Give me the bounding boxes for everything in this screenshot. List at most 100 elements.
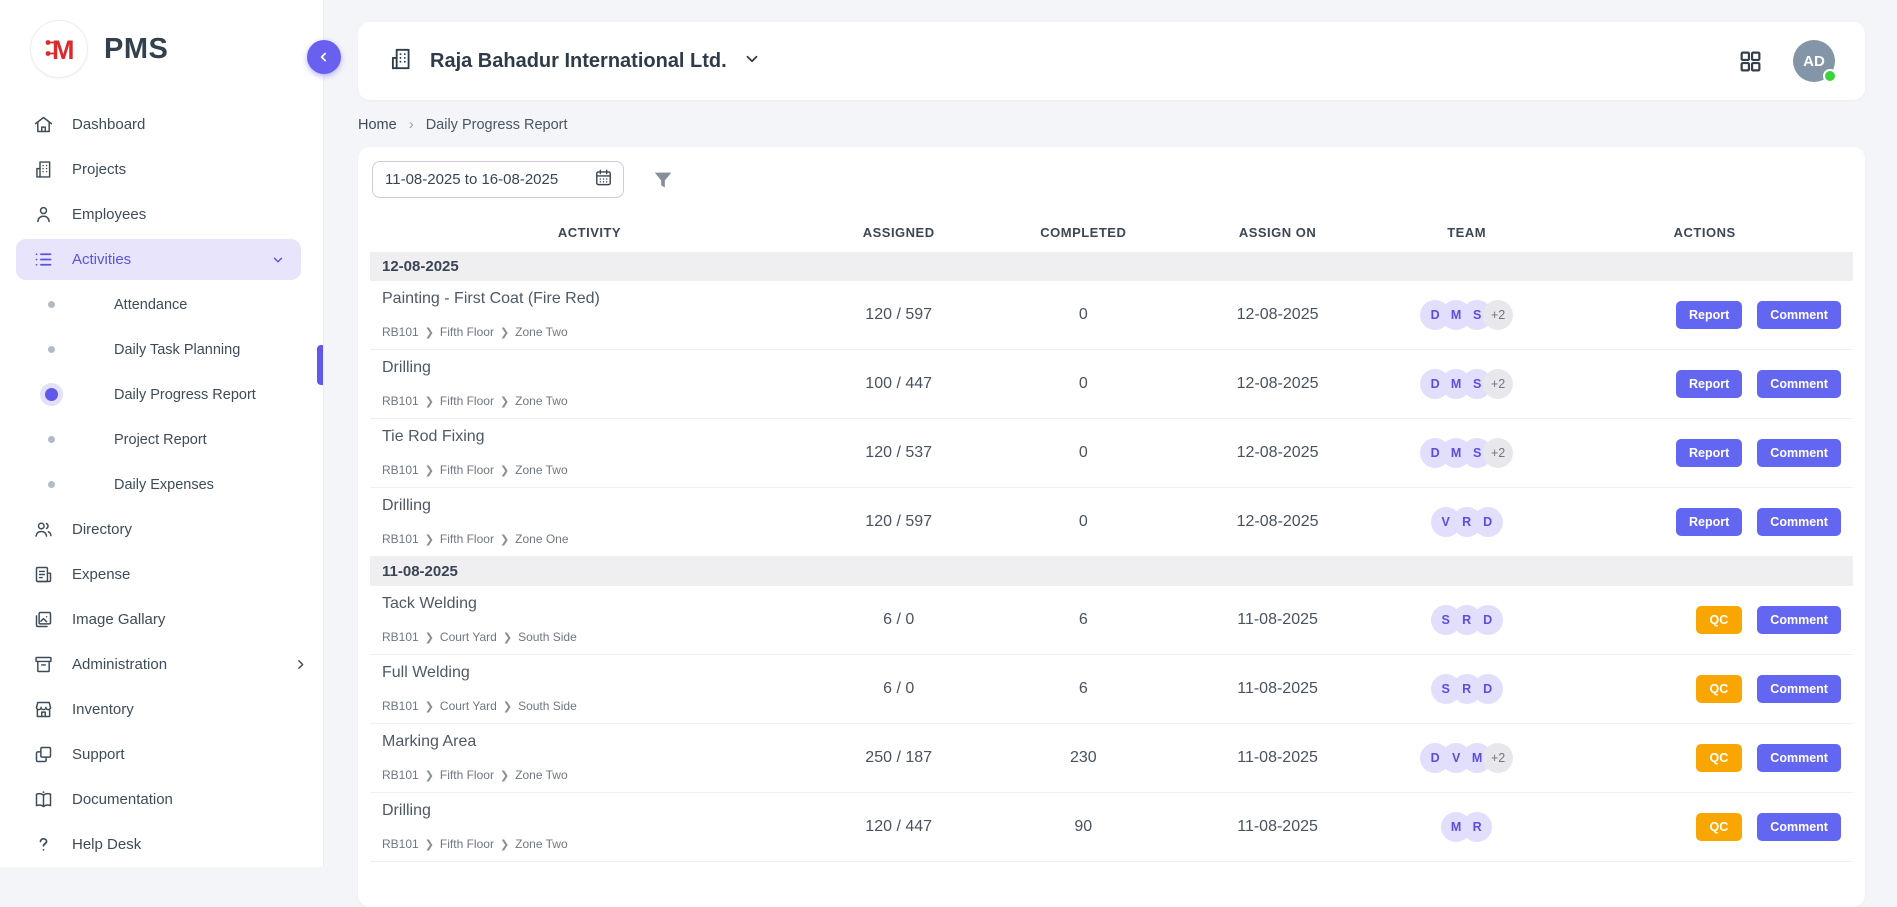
activity-location-path: RB101 ❯ Court Yard ❯ South Side [382,630,809,644]
comment-button[interactable]: Comment [1757,813,1841,841]
bullet-icon [44,298,58,312]
comment-button[interactable]: Comment [1757,370,1841,398]
sidebar-item-activities[interactable]: Activities [16,239,301,280]
report-button[interactable]: Report [1676,439,1743,467]
team-extra-count[interactable]: +2 [1483,300,1514,330]
assigned-value: 100 / 447 [865,375,933,392]
archive-box-icon [32,654,54,676]
sidebar-item-documentation[interactable]: Documentation [0,777,323,822]
path-segment: Fifth Floor [439,837,494,851]
sidebar-item-employees[interactable]: Employees [0,192,323,237]
completed-value: 0 [1078,306,1088,323]
home-icon [32,114,54,136]
team-avatar[interactable]: D [1472,507,1503,537]
comment-button[interactable]: Comment [1757,675,1841,703]
user-avatar[interactable]: AD [1793,40,1837,83]
activity-location-path: RB101 ❯ Fifth Floor ❯ Zone Two [382,394,809,408]
bullet-icon [44,343,58,357]
team-avatar[interactable]: D [1472,605,1503,635]
completed-value: 6 [1078,680,1088,697]
sidebar-subitem-label: Daily Expenses [114,476,214,493]
sidebar-item-dashboard[interactable]: Dashboard [0,102,323,147]
sidebar-item-inventory[interactable]: Inventory [0,687,323,732]
team-extra-count[interactable]: +2 [1483,438,1514,468]
completed-value: 90 [1074,818,1093,835]
path-chevron-icon: ❯ [424,838,434,851]
date-range-picker[interactable] [372,161,624,198]
active-route-indicator [317,345,323,385]
sidebar-subitem-daily-task-planning[interactable]: Daily Task Planning [0,327,323,372]
team-avatars: D M S +2 [1377,438,1556,468]
sidebar-subitem-label: Daily Task Planning [114,341,241,358]
breadcrumb-home-link[interactable]: Home [358,116,397,133]
logo-mark-icon: M [30,20,88,78]
sidebar-item-label: Support [72,746,125,763]
path-chevron-icon: ❯ [499,395,510,408]
table-row: Drilling RB101 ❯ Fifth Floor ❯ Zone Two 120 … [370,793,1853,862]
comment-button[interactable]: Comment [1757,301,1841,329]
sidebar-collapse-button[interactable] [307,40,341,74]
sidebar-subitem-attendance[interactable]: Attendance [0,282,323,327]
sidebar-item-expense[interactable]: Expense [0,552,323,597]
svg-text:M: M [52,35,75,65]
apps-grid-icon[interactable] [1738,49,1763,74]
sidebar-item-label: Projects [72,161,127,178]
qc-button[interactable]: QC [1695,744,1743,772]
path-segment: Zone Two [515,394,568,408]
report-button[interactable]: Report [1676,301,1743,329]
comment-button[interactable]: Comment [1757,744,1841,772]
table-header: ACTIVITY ASSIGNED COMPLETED ASSIGN ON TE… [370,212,1853,252]
breadcrumb-current: Daily Progress Report [425,116,568,133]
comment-button[interactable]: Comment [1757,439,1841,467]
report-button[interactable]: Report [1676,508,1743,536]
path-chevron-icon: ❯ [499,769,510,782]
activity-location-path: RB101 ❯ Fifth Floor ❯ Zone Two [382,768,809,782]
list-icon [32,249,54,271]
sidebar-item-support[interactable]: Support [0,732,323,777]
column-header-assigned: ASSIGNED [862,224,935,240]
sidebar-subitem-project-report[interactable]: Project Report [0,417,323,462]
company-selector[interactable]: Raja Bahadur International Ltd. [388,46,761,77]
path-segment: Fifth Floor [439,532,494,546]
assigned-value: 6 / 0 [883,680,915,697]
comment-button[interactable]: Comment [1757,508,1841,536]
team-avatar[interactable]: D [1472,674,1503,704]
path-chevron-icon: ❯ [424,395,434,408]
path-segment: RB101 [382,463,419,477]
main-area: Raja Bahadur International Ltd. AD Home … [324,0,1897,907]
filter-funnel-icon[interactable] [652,169,674,191]
sidebar-item-directory[interactable]: Directory [0,507,323,552]
table-row: Marking Area RB101 ❯ Fifth Floor ❯ Zone Two … [370,724,1853,793]
sidebar-item-image-gallery[interactable]: Image Gallary [0,597,323,642]
online-status-dot [1823,69,1837,83]
path-chevron-icon: ❯ [424,464,434,477]
team-extra-count[interactable]: +2 [1483,369,1514,399]
chevron-right-icon [294,658,307,671]
path-segment: RB101 [382,837,419,851]
qc-button[interactable]: QC [1695,675,1743,703]
sidebar-subitem-daily-progress-report[interactable]: Daily Progress Report [0,372,323,417]
report-button[interactable]: Report [1676,370,1743,398]
path-segment: Court Yard [439,630,497,644]
people-icon [32,519,54,541]
sidebar-item-label: Documentation [72,791,173,808]
sidebar-item-label: Activities [72,251,132,268]
column-header-completed: COMPLETED [1040,224,1127,240]
team-extra-count[interactable]: +2 [1483,743,1514,773]
comment-button[interactable]: Comment [1757,606,1841,634]
qc-button[interactable]: QC [1695,813,1743,841]
activity-location-path: RB101 ❯ Fifth Floor ❯ Zone Two [382,325,809,339]
team-avatar[interactable]: R [1462,812,1493,842]
date-range-input[interactable] [385,171,584,188]
sidebar-item-help-desk[interactable]: Help Desk [0,822,323,867]
table-row: Tie Rod Fixing RB101 ❯ Fifth Floor ❯ Zone Tw… [370,419,1853,488]
company-name: Raja Bahadur International Ltd. [430,49,727,72]
sidebar-item-administration[interactable]: Administration [0,642,323,687]
sidebar-item-label: Image Gallary [72,611,166,628]
path-chevron-icon: ❯ [424,326,434,339]
sidebar-item-label: Help Desk [72,836,142,853]
sidebar-item-projects[interactable]: Projects [0,147,323,192]
qc-button[interactable]: QC [1695,606,1743,634]
sidebar-subitem-daily-expenses[interactable]: Daily Expenses [0,462,323,507]
